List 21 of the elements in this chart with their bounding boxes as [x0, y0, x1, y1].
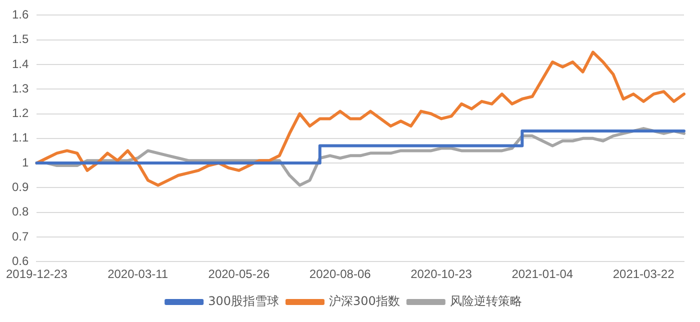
x-tick-label: 2021-03-22 — [612, 267, 675, 282]
legend-label: 300股指雪球 — [208, 294, 279, 308]
legend-label: 风险逆转策略 — [450, 294, 522, 308]
legend-label: 沪深300指数 — [329, 294, 400, 308]
y-tick-label: 1.3 — [12, 81, 30, 96]
y-tick-label: 1.5 — [12, 32, 30, 46]
x-tick-label: 2021-01-04 — [512, 267, 574, 282]
y-tick-label: 1.6 — [12, 8, 30, 22]
y-tick-label: 0.6 — [12, 254, 30, 268]
x-tick-label: 2020-05-26 — [208, 267, 270, 282]
y-tick-label: 0.7 — [12, 229, 30, 244]
y-tick-label: 1.2 — [12, 106, 30, 120]
x-tick-label: 2020-08-06 — [309, 267, 372, 282]
x-tick-label: 2020-10-23 — [410, 267, 472, 282]
y-tick-label: 1 — [22, 155, 30, 170]
y-tick-label: 0.8 — [12, 204, 30, 219]
y-tick-label: 1.4 — [12, 56, 30, 71]
x-tick-label: 2020-03-11 — [108, 267, 168, 282]
y-tick-label: 0.9 — [12, 180, 30, 194]
x-tick-label: 2019-12-23 — [6, 267, 68, 282]
y-tick-label: 1.1 — [12, 130, 30, 145]
